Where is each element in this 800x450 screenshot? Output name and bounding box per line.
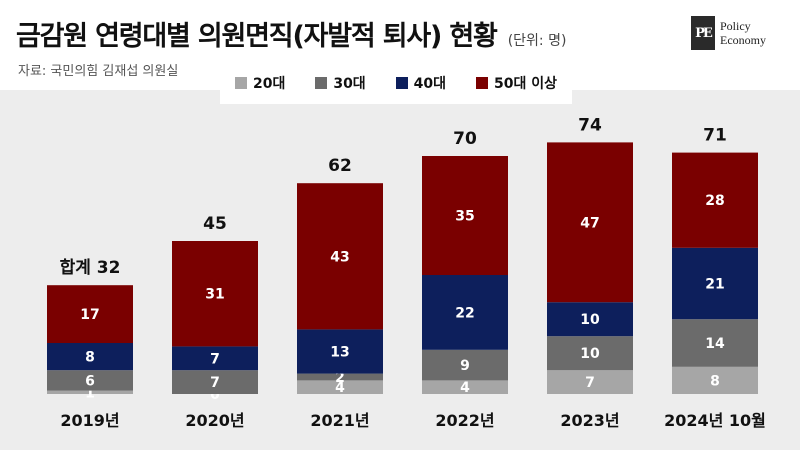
legend-item-20s: 20대: [234, 73, 286, 93]
legend-label-20s: 20대: [252, 76, 286, 92]
value-label-50대 이상-2020년: 31: [205, 287, 224, 303]
bar-segment-50대 이상-2019년: [47, 285, 133, 343]
bar-segment-50대 이상-2024년 10월: [672, 152, 758, 248]
legend-swatch-50s-plus: [476, 77, 489, 89]
value-label-20대-2019년: 1: [85, 385, 95, 401]
logo-line-1: Policy: [720, 19, 751, 33]
category-label-2020년: 2020년: [185, 411, 244, 430]
logo-mark: PE: [691, 16, 715, 50]
bar-segment-20대-2021년: [297, 380, 383, 394]
legend-item-30s: 30대: [315, 73, 366, 93]
total-label-2024년 10월: 71: [703, 126, 727, 146]
plot-background: [0, 90, 800, 450]
legend-swatch-20s: [234, 77, 247, 89]
value-label-20대-2021년: 4: [335, 380, 345, 396]
value-label-30대-2020년: 7: [210, 375, 220, 391]
bar-segment-40대-2023년: [547, 302, 633, 337]
bar-segment-40대-2024년 10월: [672, 247, 758, 320]
legend-item-40s: 40대: [395, 73, 447, 93]
legend-swatch-30s: [315, 77, 328, 89]
title-row: 금감원 연령대별 의원면직(자발적 퇴사) 현황 (단위: 명): [16, 14, 566, 53]
value-label-30대-2021년: 2: [335, 370, 345, 386]
legend-label-40s: 40대: [413, 76, 447, 92]
category-label-2021년: 2021년: [310, 411, 369, 430]
bar-segment-50대 이상-2023년: [547, 142, 633, 303]
total-label-2020년: 45: [203, 214, 227, 234]
bar-segment-20대-2019년: [47, 390, 133, 394]
bar-segment-30대-2020년: [172, 370, 258, 394]
bar-segment-20대-2022년: [422, 380, 508, 394]
bar-segment-20대-2023년: [547, 370, 633, 394]
bar-segment-30대-2022년: [422, 349, 508, 381]
value-label-30대-2023년: 10: [580, 346, 600, 362]
bar-segment-50대 이상-2021년: [297, 183, 383, 330]
bar-segment-40대-2020년: [172, 346, 258, 371]
source-note: 자료: 국민의힘 김재섭 의원실: [18, 64, 179, 79]
value-label-40대-2022년: 22: [455, 305, 474, 321]
bar-segment-40대-2019년: [47, 343, 133, 371]
chart-title: 금감원 연령대별 의원면직(자발적 퇴사) 현황: [16, 21, 498, 52]
category-label-2022년: 2022년: [435, 411, 494, 430]
value-label-30대-2019년: 6: [85, 373, 95, 389]
legend-item-50s-plus: 50대 이상: [476, 73, 557, 93]
category-label-2023년: 2023년: [560, 411, 619, 430]
value-label-20대-2024년 10월: 8: [710, 373, 720, 389]
value-label-30대-2022년: 9: [460, 358, 470, 374]
value-label-40대-2023년: 10: [580, 312, 600, 328]
value-label-50대 이상-2022년: 35: [455, 209, 474, 225]
logo-line-2: Economy: [720, 33, 766, 47]
bar-segment-50대 이상-2022년: [422, 156, 508, 275]
bar-segment-50대 이상-2020년: [172, 241, 258, 347]
total-label-2022년: 70: [453, 129, 477, 149]
bar-segment-30대-2021년: [297, 373, 383, 381]
value-label-20대-2020년: 0: [210, 387, 220, 403]
unit-label: (단위: 명): [507, 33, 567, 49]
bar-segment-40대-2022년: [422, 275, 508, 350]
bar-segment-40대-2021년: [297, 329, 383, 374]
value-label-40대-2019년: 8: [85, 350, 95, 366]
legend-swatch-40s: [395, 77, 408, 89]
value-label-50대 이상-2021년: 43: [330, 249, 349, 265]
bar-segment-30대-2019년: [47, 370, 133, 391]
logo-text: Policy Economy: [720, 19, 766, 47]
value-label-30대-2024년 10월: 14: [705, 336, 725, 352]
category-label-2019년: 2019년: [60, 411, 119, 430]
value-label-40대-2020년: 7: [210, 351, 220, 367]
policy-economy-logo: PE Policy Economy: [691, 16, 766, 50]
value-label-20대-2022년: 4: [460, 380, 470, 396]
bar-segment-20대-2024년 10월: [672, 366, 758, 394]
value-label-40대-2024년 10월: 21: [705, 277, 724, 293]
value-label-20대-2023년: 7: [585, 375, 595, 391]
bar-segment-30대-2023년: [547, 336, 633, 371]
value-label-40대-2021년: 13: [330, 345, 349, 361]
bar-segment-30대-2024년 10월: [672, 319, 758, 367]
total-label-2023년: 74: [578, 115, 602, 135]
legend-label-30s: 30대: [333, 76, 366, 92]
total-label-2021년: 62: [328, 156, 352, 176]
legend: 20대 30대 40대 50대 이상: [220, 62, 572, 104]
value-label-50대 이상-2023년: 47: [580, 215, 599, 231]
category-label-2024년 10월: 2024년 10월: [664, 411, 766, 430]
legend-label-50s-plus: 50대 이상: [494, 76, 558, 92]
total-label-2019년: 합계 32: [60, 257, 121, 278]
value-label-50대 이상-2024년 10월: 28: [705, 193, 724, 209]
value-label-50대 이상-2019년: 17: [80, 307, 99, 323]
